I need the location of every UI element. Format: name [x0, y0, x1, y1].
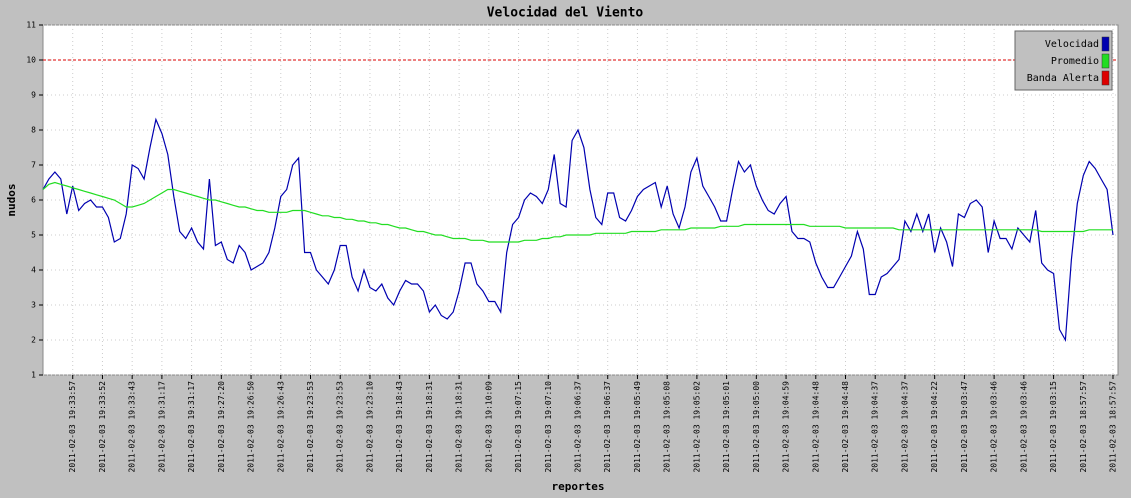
x-tick-label: 2011-02-03 19:23:53	[306, 381, 315, 473]
x-tick-label: 2011-02-03 19:03:46	[990, 381, 999, 473]
y-tick-label: 9	[31, 91, 36, 100]
x-tick-label: 2011-02-03 19:05:49	[633, 381, 642, 473]
x-tick-label: 2011-02-03 19:26:43	[276, 381, 285, 473]
x-tick-label: 2011-02-03 19:05:08	[663, 381, 672, 473]
legend-swatch	[1101, 70, 1110, 86]
x-tick-label: 2011-02-03 19:04:48	[841, 381, 850, 473]
x-tick-label: 2011-02-03 19:05:00	[752, 381, 761, 473]
x-tick-label: 2011-02-03 19:07:10	[544, 381, 553, 473]
y-tick-label: 3	[31, 301, 36, 310]
series-line	[42, 181, 1113, 243]
chart-title: Velocidad del Viento	[487, 6, 644, 21]
x-tick-label: 2011-02-03 19:06:37	[603, 381, 612, 473]
x-tick-label: 2011-02-03 19:31:17	[157, 381, 166, 473]
x-tick-label: 2011-02-03 19:03:47	[960, 381, 969, 473]
y-tick-label: 6	[31, 196, 36, 205]
legend-label: Banda Alerta	[1027, 73, 1099, 84]
x-tick-label: 2011-02-03 19:05:01	[722, 381, 731, 473]
x-tick-label: 2011-02-03 19:27:20	[217, 381, 226, 473]
x-tick-label: 2011-02-03 19:07:15	[514, 381, 523, 473]
x-tick-label: 2011-02-03 19:04:37	[900, 381, 909, 473]
y-tick-label: 10	[26, 56, 36, 65]
x-tick-label: 2011-02-03 19:10:09	[484, 381, 493, 473]
x-tick-label: 2011-02-03 19:03:15	[1049, 381, 1058, 473]
y-tick-label: 4	[31, 266, 36, 275]
x-tick-label: 2011-02-03 19:31:17	[187, 381, 196, 473]
legend-swatch	[1101, 36, 1110, 52]
x-tick-label: 2011-02-03 19:18:31	[455, 381, 464, 473]
x-tick-label: 2011-02-03 18:57:57	[1109, 381, 1118, 473]
y-tick-label: 8	[31, 126, 36, 135]
x-tick-label: 2011-02-03 19:04:59	[782, 381, 791, 473]
y-tick-label: 7	[31, 161, 36, 170]
x-tick-label: 2011-02-03 18:57:57	[1079, 381, 1088, 473]
x-tick-label: 2011-02-03 19:33:52	[98, 381, 107, 473]
x-tick-label: 2011-02-03 19:03:46	[1019, 381, 1028, 473]
x-axis-label: reportes	[552, 480, 605, 493]
x-tick-label: 2011-02-03 19:33:43	[128, 381, 137, 473]
x-tick-label: 2011-02-03 19:26:50	[247, 381, 256, 473]
legend-box	[1014, 30, 1113, 91]
x-tick-label: 2011-02-03 19:06:37	[574, 381, 583, 473]
plot-area	[42, 24, 1119, 376]
y-tick-label: 5	[31, 231, 36, 240]
y-tick-label: 11	[26, 21, 36, 30]
y-tick-label: 1	[31, 371, 36, 380]
x-tick-label: 2011-02-03 19:18:43	[395, 381, 404, 473]
y-tick-label: 2	[31, 336, 36, 345]
legend-label: Velocidad	[1045, 39, 1099, 50]
legend-label: Promedio	[1051, 56, 1099, 67]
series-line	[42, 117, 1114, 343]
x-tick-label: 2011-02-03 19:04:48	[811, 381, 820, 473]
x-tick-label: 2011-02-03 19:23:10	[365, 381, 374, 473]
legend-swatch	[1101, 53, 1110, 69]
x-tick-label: 2011-02-03 19:18:31	[425, 381, 434, 473]
x-tick-label: 2011-02-03 19:04:37	[871, 381, 880, 473]
x-tick-label: 2011-02-03 19:04:22	[930, 381, 939, 473]
x-tick-label: 2011-02-03 19:23:53	[336, 381, 345, 473]
x-tick-label: 2011-02-03 19:05:02	[692, 381, 701, 473]
x-tick-label: 2011-02-03 19:33:57	[68, 381, 77, 473]
y-axis-label: nudos	[5, 183, 18, 216]
